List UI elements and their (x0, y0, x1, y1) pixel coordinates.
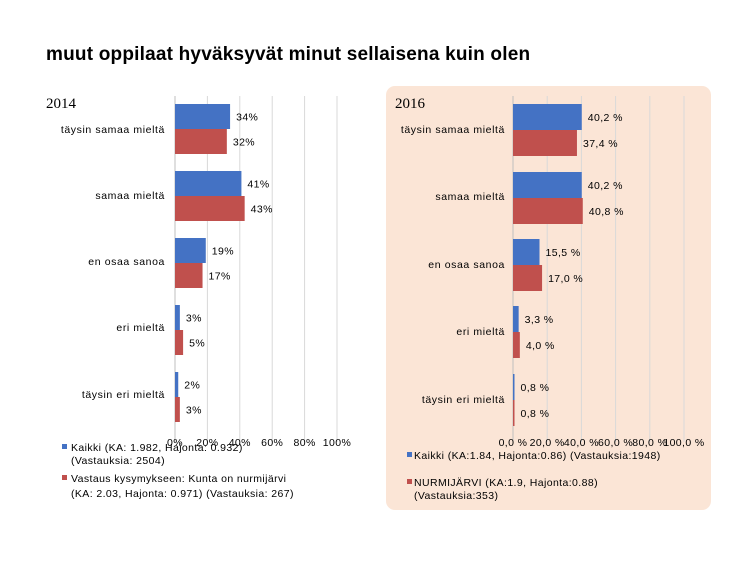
chart-2016-bar-blue (513, 172, 582, 198)
chart-2014-category-label: eri mieltä (116, 322, 165, 334)
chart-2016-data-label: 15,5 % (546, 247, 581, 259)
chart-2016-bar-red (513, 400, 515, 426)
chart-2014-data-label: 41% (247, 179, 269, 191)
chart-2014-data-label: 19% (212, 246, 234, 258)
chart-2016-legend-text: NURMIJÄRVI (KA:1.9, Hajonta:0.88) (414, 477, 598, 489)
chart-2014-bar-red (175, 196, 245, 221)
chart-2016-background (386, 86, 711, 510)
chart-2014-tick-label: 0% (167, 437, 183, 449)
chart-2016-bar-red (513, 198, 583, 224)
chart-2016-data-label: 4,0 % (526, 340, 555, 352)
chart-2014-tick-label: 20% (196, 437, 218, 449)
chart-2016-data-label: 40,2 % (588, 180, 623, 192)
chart-2016-legend-marker (407, 479, 412, 484)
chart-2014-title: 2014 (46, 96, 77, 112)
chart-2016-tick-label: 80,0 % (632, 437, 667, 449)
chart-2016-data-label: 37,4 % (583, 138, 618, 150)
chart-2016-tick-label: 40,0 % (564, 437, 599, 449)
chart-2014-category-label: en osaa sanoa (88, 256, 165, 268)
chart-2014-bar-red (175, 397, 180, 422)
page-title: muut oppilaat hyväksyvät minut sellaisen… (46, 44, 531, 65)
chart-2014-data-label: 34% (236, 112, 258, 124)
chart-2014-legend-text: Kaikki (KA: 1.982, Hajonta: 0.932) (71, 442, 243, 454)
chart-2016-tick-label: 0,0 % (499, 437, 528, 449)
chart-2016-bar-blue (513, 104, 582, 130)
chart-2016-legend-text: Kaikki (KA:1.84, Hajonta:0.86) (Vastauks… (414, 450, 661, 462)
chart-2016-category-label: samaa mieltä (435, 191, 505, 203)
chart-2016-title: 2016 (395, 96, 426, 112)
chart-2014-bar-blue (175, 372, 179, 397)
chart-2016-category-label: en osaa sanoa (428, 259, 505, 271)
chart-2014-tick-label: 60% (261, 437, 283, 449)
chart-2014-data-label: 43% (251, 204, 273, 216)
chart-2016-data-label: 40,8 % (589, 206, 624, 218)
chart-2016-category-label: täysin eri mieltä (422, 394, 505, 406)
chart-2014-tick-label: 40% (229, 437, 251, 449)
chart-2014-bar-red (175, 330, 184, 355)
chart-2014-data-label: 32% (233, 137, 255, 149)
chart-2016-bar-blue (513, 374, 515, 400)
chart-2016-bar-blue (513, 239, 540, 265)
chart-2016-category-label: eri mieltä (456, 326, 505, 338)
chart-2014-data-label: 3% (186, 405, 202, 417)
chart-2014-bar-red (175, 263, 203, 288)
chart-2016-legend-text: (Vastauksia:353) (414, 490, 498, 502)
chart-2016-bar-blue (513, 306, 519, 332)
chart-2014-bar-blue (175, 238, 206, 263)
chart-2016-tick-label: 60,0 % (598, 437, 633, 449)
chart-2014-legend-text: Vastaus kysymykseen: Kunta on nurmijärvi (71, 473, 286, 485)
chart-2016-tick-label: 100,0 % (663, 437, 704, 449)
chart-2014-data-label: 3% (186, 313, 202, 325)
chart-2014-bar-blue (175, 104, 231, 129)
chart-2014-bar-red (175, 129, 227, 154)
chart-2016-bar-red (513, 130, 577, 156)
chart-2016-tick-label: 20,0 % (530, 437, 565, 449)
chart-2014-legend-marker (62, 444, 67, 449)
chart-2016-data-label: 0,8 % (521, 408, 550, 420)
chart-2016-data-label: 3,3 % (525, 314, 554, 326)
chart-2014-category-label: täysin eri mieltä (82, 389, 165, 401)
chart-2014-legend-text: (KA: 2.03, Hajonta: 0.971) (Vastauksia: … (71, 488, 294, 500)
chart-2014-legend-text: (Vastauksia: 2504) (71, 455, 165, 467)
chart-2016-legend-marker (407, 452, 412, 457)
chart-2014-data-label: 17% (209, 271, 231, 283)
chart-2016-data-label: 40,2 % (588, 112, 623, 124)
chart-2014-bar-blue (175, 171, 242, 196)
chart-2016-bar-red (513, 265, 543, 291)
chart-2016-data-label: 17,0 % (548, 273, 583, 285)
chart-2016-bar-red (513, 332, 520, 358)
chart-2014-data-label: 2% (184, 380, 200, 392)
chart-2014-category-label: samaa mieltä (95, 190, 165, 202)
chart-2014-tick-label: 100% (323, 437, 351, 449)
chart-2016-category-label: täysin samaa mieltä (401, 124, 505, 136)
chart-2014-tick-label: 80% (293, 437, 315, 449)
chart-2014-data-label: 5% (189, 338, 205, 350)
chart-2014-bar-blue (175, 305, 180, 330)
chart-2014-legend-marker (62, 475, 67, 480)
chart-2014-category-label: täysin samaa mieltä (61, 124, 165, 136)
chart-2016-data-label: 0,8 % (521, 382, 550, 394)
